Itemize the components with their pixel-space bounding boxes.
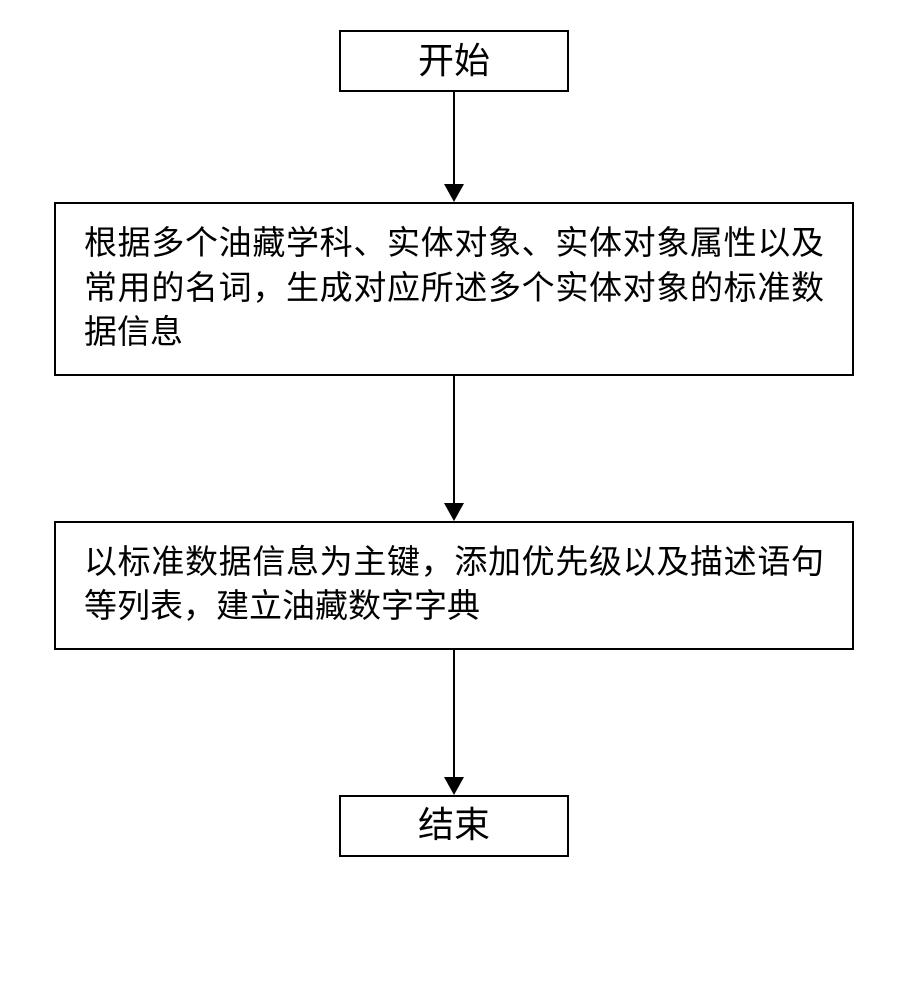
arrow-head-icon <box>444 184 464 202</box>
step1-label: 根据多个油藏学科、实体对象、实体对象属性以及常用的名词，生成对应所述多个实体对象… <box>84 222 824 356</box>
arrow-head-icon <box>444 503 464 521</box>
arrow-line <box>453 650 455 777</box>
step1-node: 根据多个油藏学科、实体对象、实体对象属性以及常用的名词，生成对应所述多个实体对象… <box>54 202 854 376</box>
arrow-2 <box>444 376 464 521</box>
start-node: 开始 <box>339 30 569 92</box>
arrow-head-icon <box>444 777 464 795</box>
step2-node: 以标准数据信息为主键，添加优先级以及描述语句等列表，建立油藏数字字典 <box>54 521 854 650</box>
arrow-line <box>453 92 455 184</box>
arrow-3 <box>444 650 464 795</box>
step2-label: 以标准数据信息为主键，添加优先级以及描述语句等列表，建立油藏数字字典 <box>84 541 824 630</box>
arrow-line <box>453 376 455 503</box>
flowchart-container: 开始 根据多个油藏学科、实体对象、实体对象属性以及常用的名词，生成对应所述多个实… <box>54 30 854 857</box>
arrow-1 <box>444 92 464 202</box>
end-node: 结束 <box>339 795 569 857</box>
end-label: 结束 <box>418 801 490 850</box>
start-label: 开始 <box>418 37 490 86</box>
